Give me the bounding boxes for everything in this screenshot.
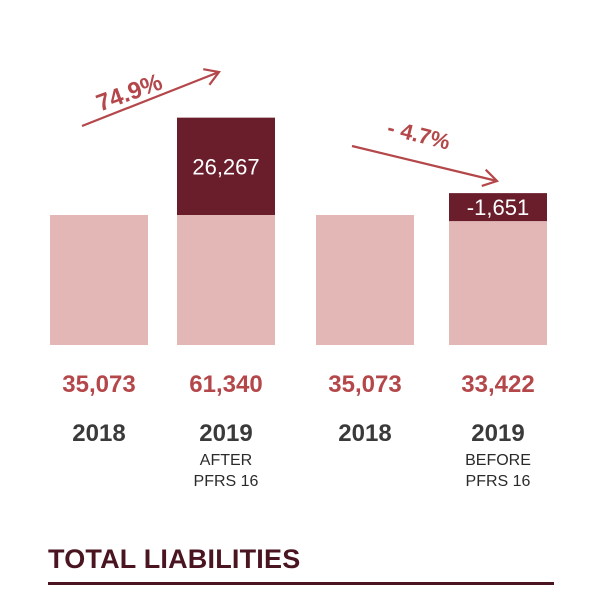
category-label: 2018 <box>72 420 125 447</box>
bar-change-segment <box>177 117 275 215</box>
bar-base <box>449 221 547 345</box>
segment-label: 26,267 <box>192 154 259 179</box>
value-label: 61,340 <box>189 371 262 398</box>
chart-title: TOTAL LIABILITIES <box>48 544 301 574</box>
category-note-line1: AFTER <box>200 452 252 469</box>
category-note-line2: PFRS 16 <box>194 473 259 490</box>
category-label: 2019 <box>199 420 252 447</box>
decline-arrow-head <box>481 168 500 187</box>
title-underline <box>48 582 554 585</box>
decline-arrow-shaft <box>351 144 498 183</box>
segment-label: -1,651 <box>467 195 529 220</box>
growth-percent-label: 74.9% <box>93 69 166 118</box>
bar-base <box>316 215 414 345</box>
value-label: 35,073 <box>62 371 135 398</box>
bar-base <box>50 215 148 345</box>
category-note-line2: PFRS 16 <box>466 473 531 490</box>
category-label: 2018 <box>338 420 391 447</box>
bar-base <box>177 215 275 345</box>
value-label: 33,422 <box>461 371 534 398</box>
value-label: 35,073 <box>328 371 401 398</box>
category-note-line1: BEFORE <box>465 452 531 469</box>
growth-arrow-head <box>203 68 221 86</box>
bar-change-segment <box>449 193 547 222</box>
decline-percent-label: - 4.7% <box>385 115 453 155</box>
growth-arrow-shaft <box>81 70 220 128</box>
category-label: 2019 <box>471 420 524 447</box>
